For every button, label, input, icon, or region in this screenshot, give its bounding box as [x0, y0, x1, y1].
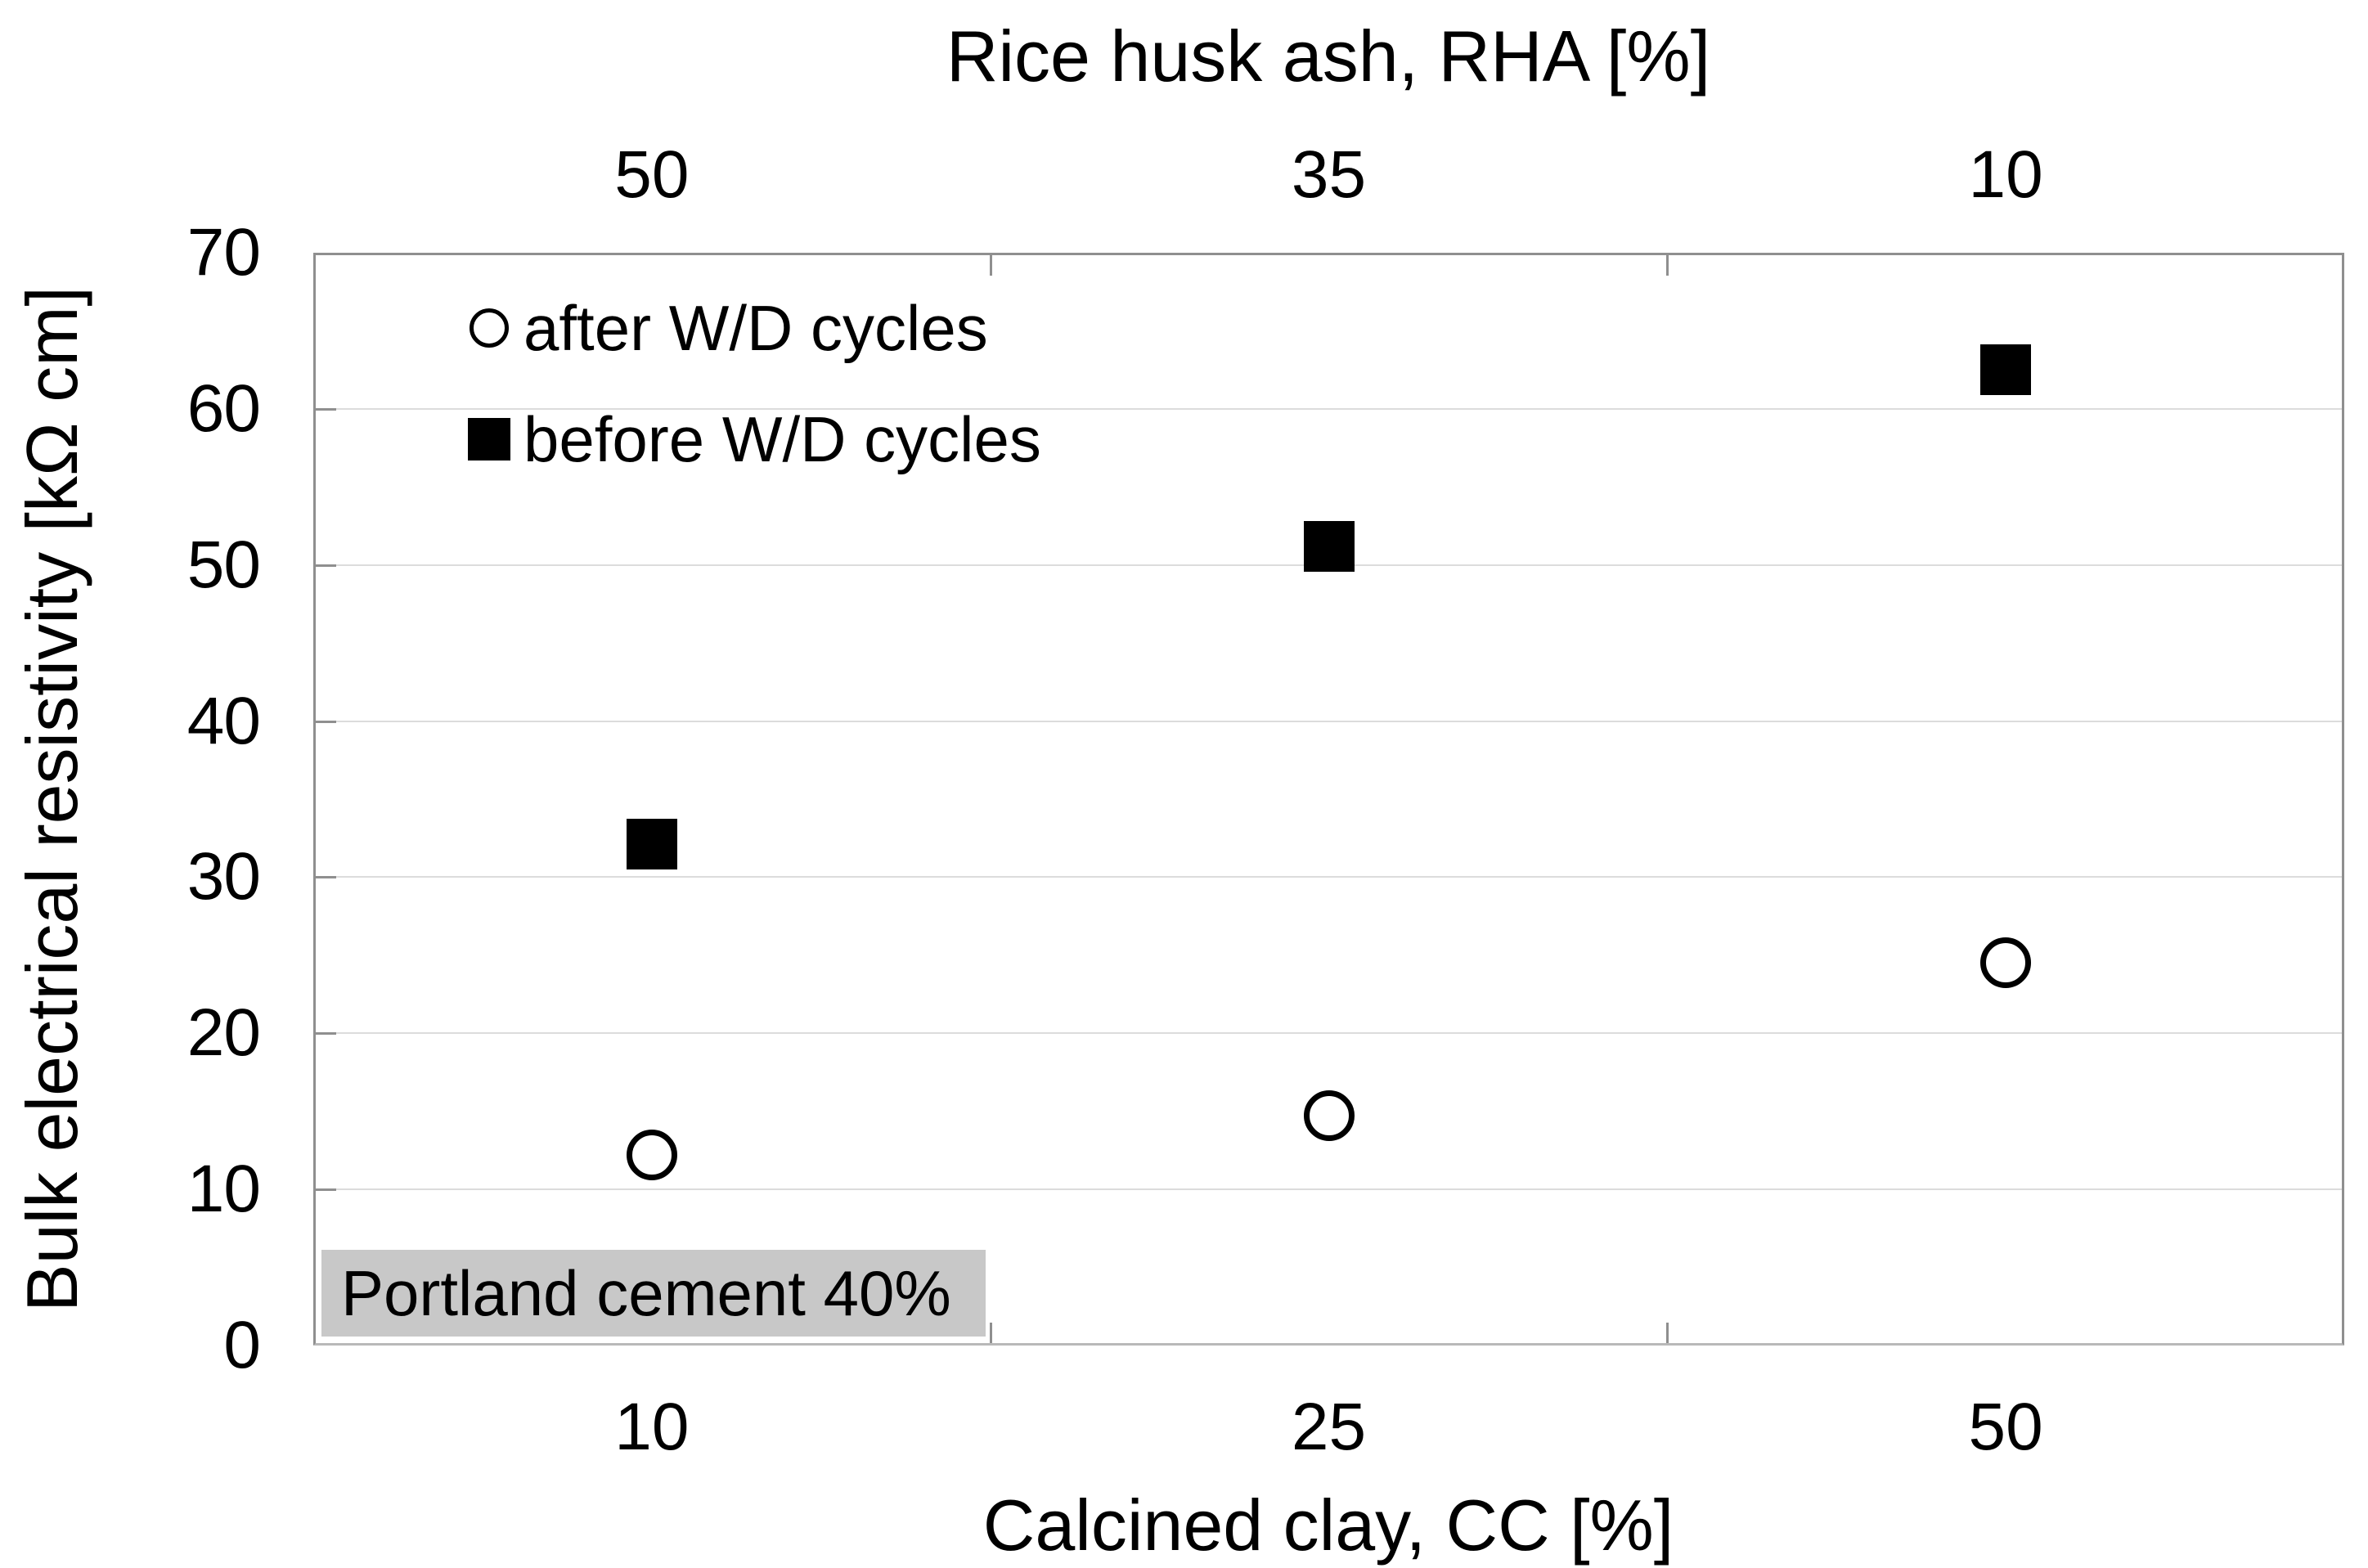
top-axis-tick-mark: [989, 255, 992, 276]
y-tick-mark: [316, 876, 336, 879]
y-tick-label: 70: [186, 215, 261, 290]
h-gridline: [316, 407, 2342, 410]
annotation-portland-cement: Portland cement 40%: [321, 1250, 986, 1337]
x-tick-label-top: 50: [614, 137, 690, 212]
h-gridline: [316, 1032, 2342, 1035]
legend-square-filled-icon: [468, 418, 510, 461]
data-point-circle: [1303, 1090, 1355, 1142]
y-tick-mark: [316, 1032, 336, 1036]
y-tick-mark: [316, 407, 336, 411]
bottom-axis-tick-mark: [1666, 1323, 1669, 1343]
x-tick-label-bottom: 25: [1291, 1390, 1367, 1464]
h-gridline: [316, 1188, 2342, 1191]
y-tick-label: 40: [186, 683, 261, 758]
y-tick-label: 0: [223, 1308, 261, 1382]
y-tick-mark: [316, 564, 336, 567]
plot-area: [313, 253, 2344, 1346]
data-point-circle: [1980, 937, 2032, 989]
h-gridline: [316, 720, 2342, 722]
x-tick-label-top: 10: [1968, 137, 2043, 212]
x-tick-label-bottom: 10: [614, 1390, 690, 1464]
x-tick-label-top: 35: [1291, 137, 1367, 212]
data-point-square: [1303, 520, 1355, 572]
legend-label: after W/D cycles: [523, 292, 988, 364]
legend-label: before W/D cycles: [523, 403, 1041, 475]
y-tick-label: 50: [186, 527, 261, 602]
legend-circle-open-icon: [470, 308, 509, 348]
y-tick-mark: [316, 720, 336, 723]
y-tick-label: 60: [186, 371, 261, 446]
data-point-circle: [626, 1130, 677, 1181]
data-point-square: [626, 819, 677, 870]
x-tick-label-bottom: 50: [1968, 1390, 2043, 1464]
h-gridline: [316, 876, 2342, 878]
top-axis-tick-mark: [1666, 255, 1669, 276]
y-tick-label: 30: [186, 839, 261, 914]
y-tick-label: 20: [186, 995, 261, 1071]
bottom-axis-title: Calcined clay, CC [%]: [982, 1485, 1674, 1566]
bottom-axis-tick-mark: [989, 1323, 992, 1343]
y-tick-label: 10: [186, 1152, 261, 1227]
y-tick-mark: [316, 1188, 336, 1192]
top-axis-title: Rice husk ash, RHA [%]: [946, 16, 1711, 97]
data-point-square: [1980, 344, 2032, 396]
